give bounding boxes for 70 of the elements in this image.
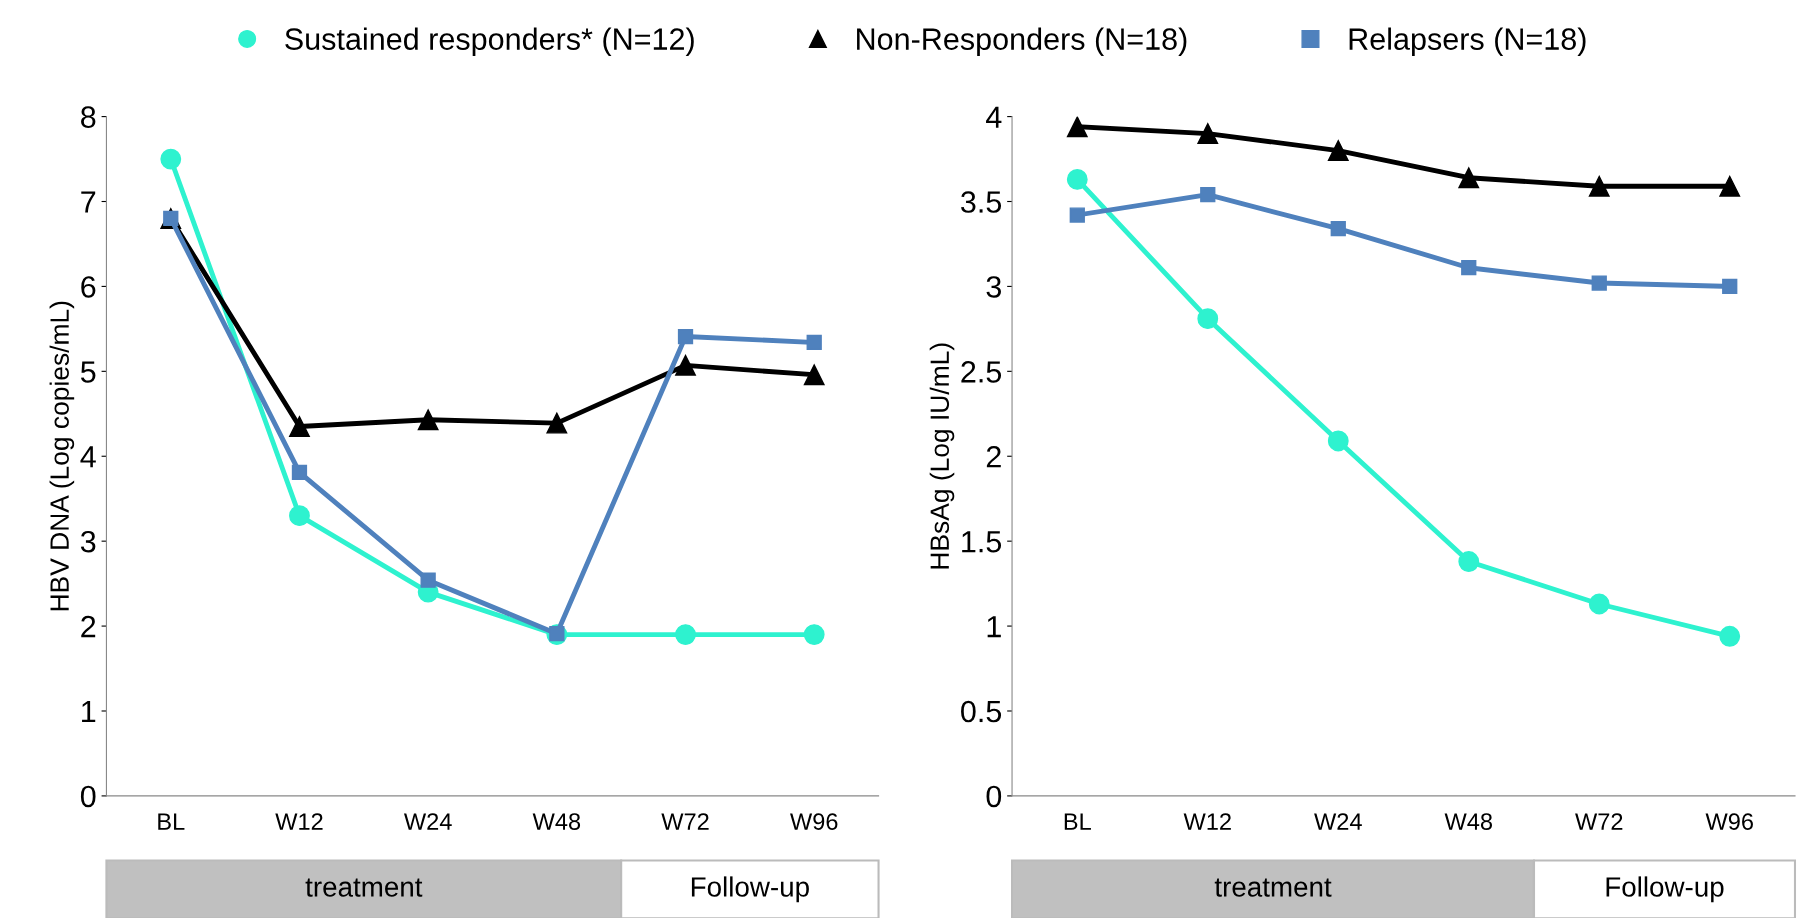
point <box>546 412 568 434</box>
point <box>1327 430 1349 452</box>
x-tick-label: W48 <box>1444 813 1492 830</box>
y-tick-label: 5 <box>80 361 96 383</box>
y-tick-label: 0 <box>986 785 1002 808</box>
point <box>1588 593 1610 615</box>
y-tick-label: 2.5 <box>961 361 1002 383</box>
point <box>675 354 696 376</box>
point <box>1458 551 1480 572</box>
x-tick-label: W48 <box>532 813 581 830</box>
y-tick-label: 4 <box>80 446 96 468</box>
point <box>803 364 825 386</box>
point <box>1461 260 1477 276</box>
x-tick-label: W24 <box>1314 813 1362 830</box>
point <box>1327 140 1349 161</box>
legend-label: Relapsers (N=18) <box>1349 27 1586 56</box>
point <box>1588 175 1610 197</box>
point <box>291 464 308 481</box>
point <box>1458 167 1480 189</box>
x-tick-label: W72 <box>1575 813 1623 830</box>
point <box>289 505 310 527</box>
point <box>1066 169 1088 190</box>
x-tick-label: W12 <box>1183 813 1231 830</box>
point <box>1719 175 1741 197</box>
y-tick-label: 0 <box>80 785 96 808</box>
y-tick-label: 7 <box>81 191 96 213</box>
point <box>675 624 696 645</box>
point <box>1197 308 1219 330</box>
y-tick-label: 1 <box>82 701 96 723</box>
x-tick-label: BL <box>158 813 185 830</box>
point <box>1591 275 1607 291</box>
x-tick-label: BL <box>1064 813 1091 830</box>
point <box>806 334 822 351</box>
point <box>1197 123 1219 144</box>
text: Follow-up <box>691 876 809 903</box>
legend-label: Non-Responders (N=18) <box>857 27 1187 56</box>
x-tick-label: W72 <box>661 813 709 830</box>
y-tick-label: 1.5 <box>962 531 1002 553</box>
y-axis-title: HBV DNA (Log copies/mL) <box>49 301 75 611</box>
point <box>417 409 439 431</box>
point <box>420 572 436 588</box>
x-tick-label: W96 <box>1705 813 1753 830</box>
y-tick-label: 3 <box>986 276 1001 298</box>
y-tick-label: 3 <box>80 530 96 553</box>
y-tick-label: 2 <box>986 445 1001 468</box>
text: treatment <box>305 878 423 897</box>
y-tick-label: 0.5 <box>961 700 1002 723</box>
y-tick-label: 3.5 <box>961 191 1002 213</box>
point <box>1066 116 1088 138</box>
point <box>1719 625 1741 647</box>
y-tick-label: 8 <box>81 106 96 128</box>
y-tick-label: 6 <box>81 276 96 298</box>
y-axis-title: HBsAg (Log IU/mL) <box>929 343 955 569</box>
point <box>803 624 825 645</box>
point <box>289 416 310 437</box>
point <box>160 148 182 170</box>
x-tick-label: W24 <box>403 813 452 830</box>
point <box>1200 187 1216 203</box>
point <box>1722 278 1738 295</box>
text: treatment <box>1214 878 1332 897</box>
text: Follow-up <box>1606 876 1724 903</box>
legend-label: Sustained responders* (N=12) <box>285 27 694 56</box>
y-tick-label: 4 <box>986 106 1002 128</box>
y-tick-label: 2 <box>81 615 96 638</box>
point <box>677 328 694 345</box>
x-tick-label: W12 <box>275 813 323 830</box>
point <box>1330 221 1346 237</box>
point <box>1069 207 1085 223</box>
y-tick-label: 1 <box>987 616 1001 638</box>
x-tick-label: W96 <box>790 813 838 830</box>
